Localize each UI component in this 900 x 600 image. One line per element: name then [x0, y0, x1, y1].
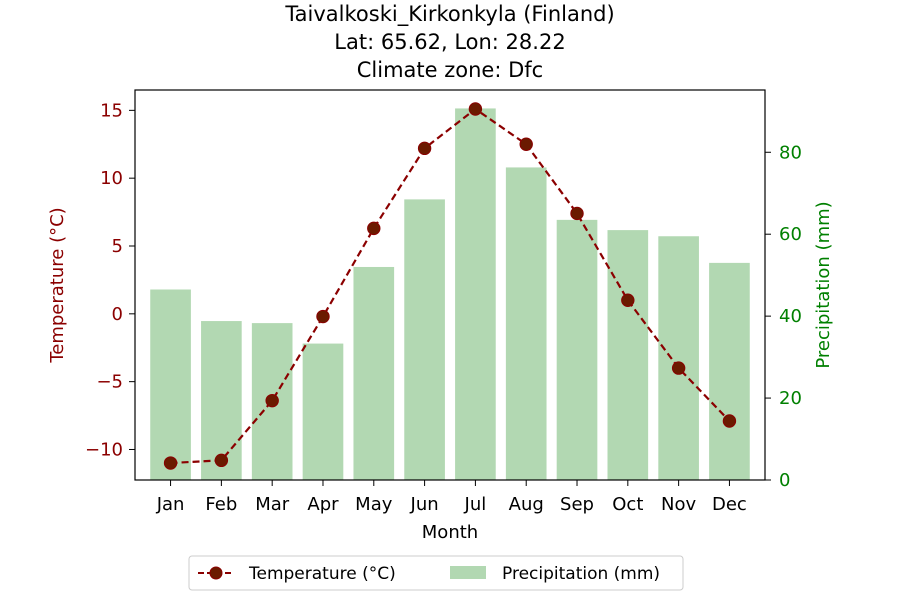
precipitation-bars	[150, 108, 750, 481]
temperature-point-sep	[570, 206, 584, 221]
temperature-point-jul	[468, 102, 483, 116]
precipitation-bar-apr	[302, 343, 344, 480]
x-tick-label: Jul	[464, 494, 487, 515]
title-line-3: Climate zone: Dfc	[357, 58, 543, 82]
x-tick-label: Dec	[712, 494, 747, 515]
x-axis-label: Month	[422, 522, 478, 543]
y-right-tick-label: 20	[779, 388, 802, 409]
y-right-tick-label: 80	[779, 142, 802, 163]
y-right-tick-label: 40	[779, 306, 802, 327]
precipitation-bar-jul	[455, 108, 496, 480]
y-left-tick-label: 15	[100, 100, 123, 121]
y-right-tick-label: 0	[779, 470, 790, 491]
title-line-1: Taivalkoski_Kirkonkyla (Finland)	[284, 2, 614, 27]
x-tick-label: Feb	[205, 494, 237, 515]
legend-temperature-marker	[209, 566, 223, 580]
title-line-2: Lat: 65.62, Lon: 28.22	[334, 30, 565, 54]
temperature-point-nov	[671, 361, 686, 375]
legend-temperature-label: Temperature (°C)	[248, 564, 396, 584]
temperature-point-aug	[519, 137, 533, 151]
precipitation-bar-jun	[404, 199, 445, 480]
legend-precipitation-label: Precipitation (mm)	[502, 564, 660, 584]
x-tick-label: Mar	[255, 494, 290, 515]
y-left-tick-label: −5	[96, 372, 123, 393]
precipitation-bar-aug	[505, 167, 547, 481]
temperature-series	[163, 102, 737, 470]
precipitation-bar-dec	[709, 262, 750, 480]
precipitation-bar-oct	[607, 230, 649, 480]
x-tick-label: Aug	[509, 494, 544, 515]
y-axis-left-label: Temperature (°C)	[47, 207, 68, 363]
x-tick-label: Oct	[612, 494, 643, 515]
y-axis-right: 0 20 40 60 80	[765, 142, 802, 491]
x-tick-label: Nov	[661, 494, 696, 515]
temperature-point-jan	[163, 456, 178, 470]
x-tick-label: Jan	[156, 494, 185, 515]
temperature-point-feb	[214, 453, 229, 468]
x-tick-label: May	[355, 494, 393, 515]
legend-box	[188, 555, 684, 591]
x-tick-label: Jun	[410, 494, 439, 515]
legend-precipitation-swatch	[450, 566, 486, 579]
precipitation-bar-jan	[150, 289, 191, 480]
y-left-tick-label: −10	[85, 439, 123, 460]
precipitation-bar-sep	[556, 219, 598, 480]
precipitation-bar-may	[353, 266, 395, 480]
precipitation-bar-nov	[658, 236, 699, 480]
y-left-tick-label: 5	[112, 236, 123, 257]
y-left-tick-label: 0	[112, 304, 123, 325]
y-axis-left: −10 −5 0 5 10 15	[85, 100, 135, 460]
y-axis-right-label: Precipitation (mm)	[813, 201, 834, 368]
precipitation-bar-feb	[201, 321, 242, 480]
y-left-tick-label: 10	[100, 168, 123, 189]
temperature-point-mar	[265, 393, 279, 408]
temperature-line	[170, 107, 731, 465]
y-right-tick-label: 60	[779, 224, 802, 245]
legend: Temperature (°C) Precipitation (mm)	[188, 555, 684, 591]
x-tick-label: Apr	[307, 494, 339, 515]
temperature-point-oct	[621, 293, 635, 307]
chart-title: Taivalkoski_Kirkonkyla (Finland) Lat: 65…	[284, 2, 614, 82]
x-axis: Jan Feb Mar Apr May Jun Jul Aug Sep Oct Nov Dec	[156, 480, 747, 515]
plot-frame	[134, 89, 766, 481]
temperature-point-may	[367, 221, 381, 236]
temperature-point-apr	[316, 309, 330, 324]
x-tick-label: Sep	[560, 494, 594, 515]
temperature-point-dec	[722, 414, 737, 428]
temperature-point-jun	[417, 141, 432, 156]
